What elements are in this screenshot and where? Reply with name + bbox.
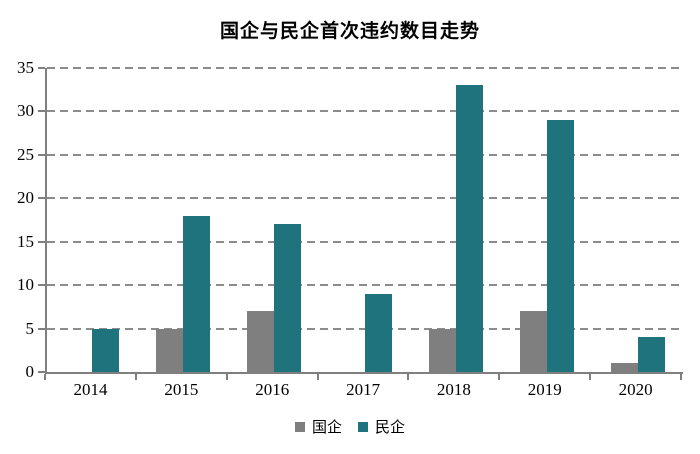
y-axis-label-5: 5 xyxy=(25,318,35,338)
bar-国企-2016 xyxy=(247,311,275,372)
y-axis-label-0: 0 xyxy=(25,362,35,381)
x-axis-tick-0 xyxy=(44,374,46,380)
x-axis-tick-3 xyxy=(316,374,319,380)
x-axis-label-2015: 2015 xyxy=(164,380,199,399)
y-axis-tick-10 xyxy=(38,284,45,287)
gridline-35 xyxy=(47,67,683,69)
bar-国企-2018 xyxy=(428,328,456,372)
x-axis-tick-2 xyxy=(225,374,228,380)
x-axis-tick-5 xyxy=(498,374,501,380)
bar-国企-2020 xyxy=(610,363,638,372)
x-axis-label-2018: 2018 xyxy=(436,380,471,399)
y-axis-tick-15 xyxy=(38,240,45,243)
bar-民企-2018 xyxy=(455,85,483,372)
gridline-15 xyxy=(47,240,683,243)
bar-国企-2019 xyxy=(519,311,547,372)
bar-民企-2019 xyxy=(546,120,574,372)
y-axis-tick-5 xyxy=(38,327,45,330)
gridline-25 xyxy=(47,153,683,156)
y-axis-label-25: 25 xyxy=(17,144,34,164)
x-axis-label-2020: 2020 xyxy=(618,380,653,399)
bar-民企-2014 xyxy=(92,328,120,372)
legend: 国企 民企 xyxy=(0,416,700,437)
gridline-30 xyxy=(47,110,683,113)
plot-area xyxy=(45,67,683,374)
x-axis-label-2016: 2016 xyxy=(255,380,290,399)
y-axis-label-10: 10 xyxy=(17,275,34,295)
gridline-10 xyxy=(47,284,683,287)
y-axis-label-30: 30 xyxy=(17,101,34,121)
x-axis-label-2019: 2019 xyxy=(527,380,562,399)
x-axis-tick-1 xyxy=(134,374,137,380)
y-axis-labels: 0 5 10 15 20 25 30 35 xyxy=(0,59,35,381)
y-axis-tick-0 xyxy=(38,371,45,373)
y-axis-tick-35 xyxy=(38,67,45,69)
x-axis-label-2017: 2017 xyxy=(346,380,381,399)
y-axis-label-20: 20 xyxy=(17,188,34,208)
y-axis-tick-20 xyxy=(38,197,45,200)
y-axis-label-15: 15 xyxy=(17,231,34,251)
bar-民企-2016 xyxy=(274,224,302,372)
x-axis-tick-6 xyxy=(589,374,592,380)
y-axis-tick-30 xyxy=(38,110,45,113)
x-axis-label-2014: 2014 xyxy=(73,380,108,399)
legend-label-guoqi: 国企 xyxy=(311,419,342,436)
legend-swatch-minqi xyxy=(358,421,368,432)
chart-title: 国企与民企首次违约数目走势 xyxy=(219,21,480,42)
x-axis-tick-4 xyxy=(407,374,410,380)
legend-item-guoqi: 国企 xyxy=(294,416,342,437)
legend-swatch-guoqi xyxy=(294,421,305,432)
gridline-20 xyxy=(47,197,683,200)
bar-民企-2020 xyxy=(637,337,665,372)
legend-item-minqi: 民企 xyxy=(358,416,405,437)
bar-民企-2017 xyxy=(365,293,392,372)
bar-国企-2015 xyxy=(156,328,184,372)
legend-label-minqi: 民企 xyxy=(375,419,406,436)
y-axis-tick-25 xyxy=(38,153,45,156)
bar-民企-2015 xyxy=(183,215,211,372)
y-axis-label-35: 35 xyxy=(17,58,34,77)
x-axis-tick-7 xyxy=(680,374,682,380)
